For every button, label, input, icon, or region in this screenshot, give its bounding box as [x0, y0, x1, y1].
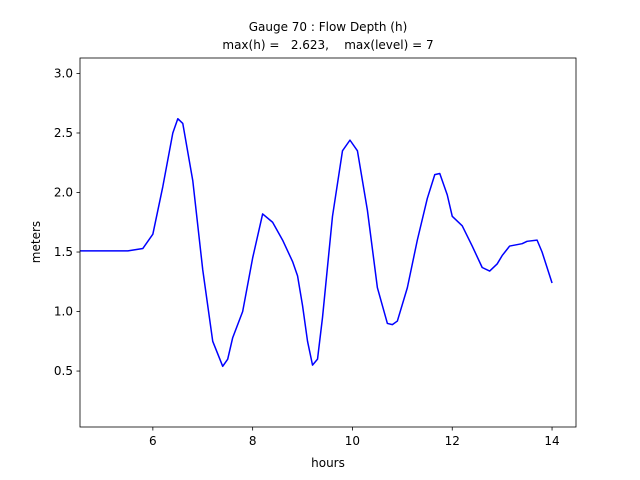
- y-axis-label: meters: [29, 221, 43, 263]
- x-axis-label: hours: [311, 456, 345, 470]
- y-tick-label: 1.0: [54, 305, 73, 319]
- chart-title: Gauge 70 : Flow Depth (h): [249, 20, 408, 34]
- x-tick-label: 10: [345, 434, 360, 448]
- x-tick-label: 8: [249, 434, 257, 448]
- y-tick-label: 0.5: [54, 364, 73, 378]
- x-tick-label: 6: [149, 434, 157, 448]
- x-tick-label: 14: [544, 434, 559, 448]
- chart-subtitle: max(h) = 2.623, max(level) = 7: [222, 38, 433, 52]
- y-tick-label: 1.5: [54, 245, 73, 259]
- y-tick-label: 3.0: [54, 66, 73, 80]
- y-tick-label: 2.5: [54, 126, 73, 140]
- plot-frame: [79, 57, 577, 428]
- data-line: [80, 117, 553, 368]
- y-tick-label: 2.0: [54, 186, 73, 200]
- x-tick-label: 12: [445, 434, 460, 448]
